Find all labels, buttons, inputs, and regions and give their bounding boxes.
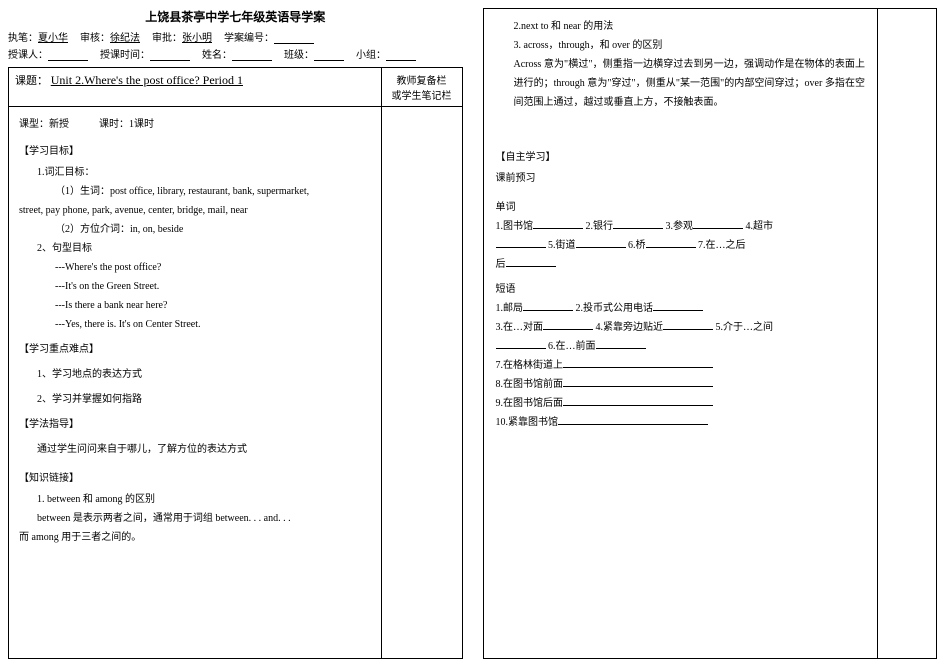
- side-header: 教师复备栏 或学生笔记栏: [382, 68, 462, 106]
- phrase-row-2: 3.在…对面 4.紧靠旁边贴近 5.介于…之间: [496, 318, 866, 337]
- content-side: [382, 107, 462, 658]
- phrase-row-4: 7.在格林街道上: [496, 356, 866, 375]
- page-right: 2.next to 和 near 的用法 3. across，through，和…: [483, 8, 938, 659]
- page-left: 上饶县茶亭中学七年级英语导学案 执笔：夏小华 审核：徐纪法 审批：张小明 学案编…: [8, 8, 463, 659]
- phrase-row-7: 10.紧靠图书馆: [496, 413, 866, 432]
- lesson-table: 课题： Unit 2.Where's the post office? Peri…: [8, 67, 463, 659]
- word-row-2: 5.街道 6.桥 7.在…之后: [496, 236, 866, 255]
- section-knowledge: 【知识链接】: [19, 469, 371, 488]
- page2-side: [866, 9, 936, 658]
- doc-title: 上饶县茶亭中学七年级英语导学案: [8, 8, 463, 25]
- topic-cell: 课题： Unit 2.Where's the post office? Peri…: [9, 68, 382, 106]
- phrase-row-5: 8.在图书馆前面: [496, 375, 866, 394]
- phrase-row-1: 1.邮局 2.投币式公用电话: [496, 299, 866, 318]
- sub-row: 课型：新授 课时：1课时: [19, 115, 371, 134]
- words-title: 单词: [496, 198, 866, 217]
- word-row-3: 后: [496, 255, 866, 274]
- section-goals: 【学习目标】: [19, 142, 371, 161]
- page2-box: 2.next to 和 near 的用法 3. across，through，和…: [483, 8, 938, 659]
- content-main: 课型：新授 课时：1课时 【学习目标】 1.词汇目标： （1）生词：post o…: [9, 107, 382, 658]
- meta-line-1: 执笔：夏小华 审核：徐纪法 审批：张小明 学案编号：: [8, 29, 463, 44]
- section-self: 【自主学习】: [496, 148, 866, 167]
- section-keypoint: 【学习重点难点】: [19, 340, 371, 359]
- phrase-row-6: 9.在图书馆后面: [496, 394, 866, 413]
- phrases-title: 短语: [496, 280, 866, 299]
- section-method: 【学法指导】: [19, 415, 371, 434]
- phrase-row-3: 6.在…前面: [496, 337, 866, 356]
- topic-title: Unit 2.Where's the post office? Period 1: [51, 73, 243, 87]
- meta-line-2: 授课人： 授课时间： 姓名： 班级： 小组：: [8, 46, 463, 61]
- word-row-1: 1.图书馆 2.银行 3.参观 4.超市: [496, 217, 866, 236]
- content-row: 课型：新授 课时：1课时 【学习目标】 1.词汇目标： （1）生词：post o…: [9, 107, 462, 658]
- title-row: 课题： Unit 2.Where's the post office? Peri…: [9, 68, 462, 107]
